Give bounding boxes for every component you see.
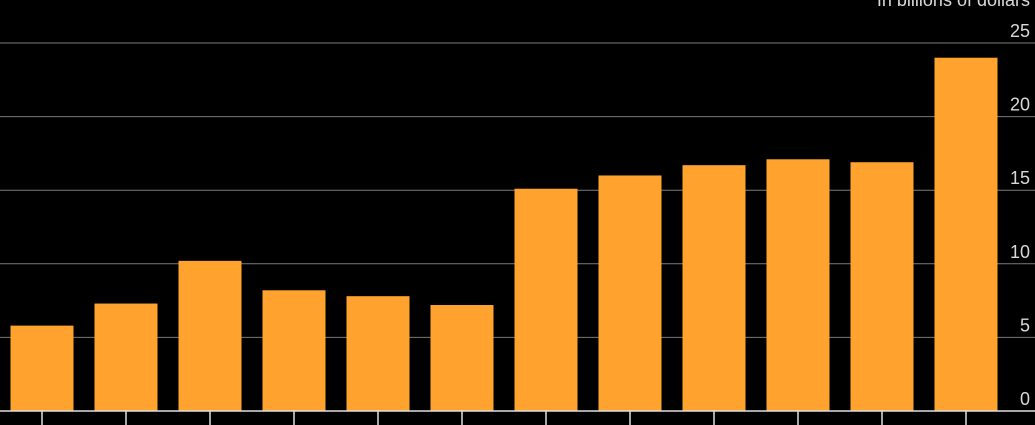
bar xyxy=(514,188,578,411)
bar xyxy=(934,57,998,411)
chart-subtitle: In billions of dollars xyxy=(877,0,1030,10)
y-tick-label: 5 xyxy=(1020,315,1030,335)
bar xyxy=(682,165,746,411)
y-tick-label: 15 xyxy=(1010,168,1030,188)
bar xyxy=(598,175,662,411)
bar xyxy=(94,303,158,411)
bar xyxy=(178,260,242,411)
bar xyxy=(262,290,326,411)
bar xyxy=(766,159,830,411)
bar xyxy=(430,305,494,411)
y-tick-label: 10 xyxy=(1010,242,1030,262)
bar xyxy=(850,162,914,411)
y-tick-label: 25 xyxy=(1010,21,1030,41)
y-tick-label: 20 xyxy=(1010,95,1030,115)
y-tick-label: 0 xyxy=(1020,389,1030,409)
bar xyxy=(10,325,74,411)
bar xyxy=(346,296,410,411)
